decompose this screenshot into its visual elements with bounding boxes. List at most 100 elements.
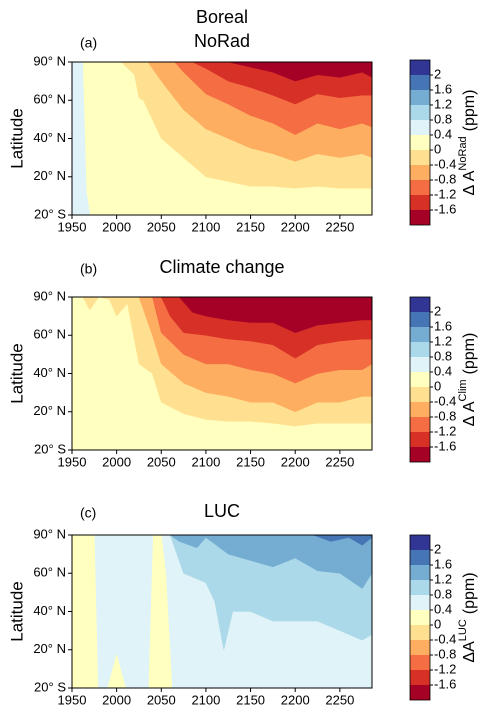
- x-tick-label: 2150: [236, 692, 265, 707]
- colorbar-tick-label: 1.6: [434, 81, 452, 96]
- colorbar-tick-label: -0.8: [434, 646, 456, 661]
- colorbar-swatch: [410, 595, 430, 610]
- colorbar-label-main: Δ A: [461, 170, 478, 195]
- colorbar-label-main: ΔA: [461, 641, 478, 663]
- y-tick-label: 20° N: [33, 641, 66, 656]
- contour-region: [72, 535, 99, 688]
- colorbar-swatch: [410, 432, 430, 447]
- y-tick-label: 40° N: [33, 130, 66, 145]
- colorbar-swatch: [410, 210, 430, 225]
- y-tick-label: 90° N: [33, 526, 66, 541]
- panel-title: NoRad: [194, 31, 250, 51]
- colorbar-swatch: [410, 372, 430, 387]
- x-tick-label: 2250: [325, 219, 354, 234]
- contour-region: [107, 653, 126, 688]
- colorbar-tick-label: 1.2: [434, 96, 452, 111]
- colorbar-label: ΔALUC (ppm): [457, 572, 478, 662]
- colorbar-swatch: [410, 120, 430, 135]
- x-tick-label: 2150: [236, 454, 265, 469]
- contour-region: [178, 297, 372, 333]
- colorbar-swatch: [410, 402, 430, 417]
- panel-label: (a): [80, 35, 97, 51]
- colorbar-tick-label: 0.8: [434, 586, 452, 601]
- x-tick-label: 2000: [102, 692, 131, 707]
- colorbar-swatch: [410, 685, 430, 700]
- colorbar-frame: [409, 534, 431, 701]
- colorbar-tick-label: 1.6: [434, 556, 452, 571]
- colorbar-swatch: [410, 297, 430, 312]
- colorbar-tick-label: -0.8: [434, 171, 456, 186]
- colorbar-tick-label: 0: [434, 616, 441, 631]
- colorbar-tick-label: 0.4: [434, 601, 452, 616]
- colorbar-frame: [409, 59, 431, 226]
- contour-region: [228, 62, 372, 82]
- colorbar-swatch: [410, 60, 430, 75]
- colorbar-swatch: [410, 655, 430, 670]
- colorbar-label-units: (ppm): [461, 90, 478, 132]
- contour-region: [72, 62, 91, 215]
- colorbar-swatch: [410, 535, 430, 550]
- plot-area: [72, 297, 372, 450]
- plot-area: [72, 62, 372, 215]
- x-tick-label: 2250: [325, 692, 354, 707]
- colorbar-tick-label: 0.8: [434, 111, 452, 126]
- colorbar-swatch: [410, 312, 430, 327]
- x-tick-label: 2200: [281, 692, 310, 707]
- y-axis-label: Latitude: [7, 108, 26, 169]
- x-tick-label: 2100: [191, 454, 220, 469]
- colorbar-tick-label: 0.4: [434, 126, 452, 141]
- y-axis-label: Latitude: [7, 343, 26, 404]
- x-tick-label: 2050: [147, 692, 176, 707]
- y-tick-label: 60° N: [33, 565, 66, 580]
- colorbar-swatch: [410, 357, 430, 372]
- colorbar-label-units: (ppm): [461, 333, 478, 375]
- colorbar-tick-label: -1.6: [434, 438, 456, 453]
- colorbar-tick-label: 2: [434, 541, 441, 556]
- colorbar-tick-label: -1.2: [434, 186, 456, 201]
- colorbar-tick-label: 0.8: [434, 348, 452, 363]
- colorbar-tick-label: 0.4: [434, 363, 452, 378]
- colorbar-frame: [409, 296, 431, 463]
- contour-region: [148, 535, 173, 688]
- colorbar-label-main: Δ A: [461, 401, 478, 426]
- panel-title: Boreal: [196, 7, 248, 27]
- y-tick-label: 60° N: [33, 327, 66, 342]
- contour-region: [169, 535, 372, 589]
- colorbar-tick-label: 0: [434, 141, 441, 156]
- colorbar-swatch: [410, 150, 430, 165]
- y-tick-label: 20° S: [34, 679, 66, 694]
- colorbar-tick-label: -0.4: [434, 393, 456, 408]
- colorbar-swatch: [410, 387, 430, 402]
- x-tick-label: 1950: [58, 454, 87, 469]
- panel-title: Climate change: [159, 257, 284, 277]
- x-tick-label: 2100: [191, 219, 220, 234]
- x-tick-label: 2200: [281, 454, 310, 469]
- colorbar-tick-label: 2: [434, 66, 441, 81]
- colorbar-label: Δ AClim (ppm): [457, 333, 478, 427]
- colorbar-swatch: [410, 640, 430, 655]
- colorbar-swatch: [410, 580, 430, 595]
- colorbar-tick-label: -1.2: [434, 423, 456, 438]
- y-tick-label: 90° N: [33, 53, 66, 68]
- y-tick-label: 60° N: [33, 92, 66, 107]
- x-tick-label: 2150: [236, 219, 265, 234]
- x-tick-label: 1950: [58, 692, 87, 707]
- colorbar-label: Δ ANoRad (ppm): [457, 90, 478, 196]
- colorbar-swatch: [410, 75, 430, 90]
- colorbar-swatch: [410, 135, 430, 150]
- colorbar-swatch: [410, 447, 430, 462]
- y-tick-label: 40° N: [33, 603, 66, 618]
- colorbar-tick-label: 1.6: [434, 318, 452, 333]
- contour-region: [313, 535, 372, 546]
- colorbar-swatch: [410, 417, 430, 432]
- y-tick-label: 20° S: [34, 441, 66, 456]
- colorbar-tick-label: -1.2: [434, 661, 456, 676]
- colorbar-tick-label: 1.2: [434, 571, 452, 586]
- colorbar-tick-label: -0.4: [434, 631, 456, 646]
- colorbar-tick-label: -0.8: [434, 408, 456, 423]
- colorbar-swatch: [410, 550, 430, 565]
- colorbar-swatch: [410, 625, 430, 640]
- x-tick-label: 2000: [102, 454, 131, 469]
- colorbar-swatch: [410, 90, 430, 105]
